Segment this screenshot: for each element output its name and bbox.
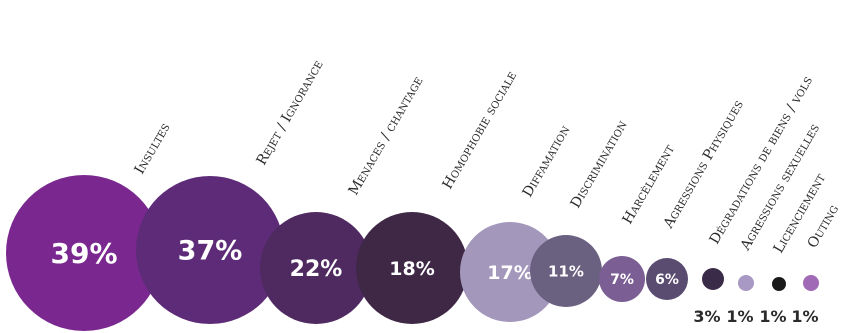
bubble-11 xyxy=(772,277,786,291)
category-label-6: Discrimination xyxy=(568,118,631,211)
value-label-8: 6% xyxy=(655,272,679,288)
category-label-4: Homophobie sociale xyxy=(440,69,521,192)
bubble-12 xyxy=(803,275,819,291)
category-label-3: Menaces / chantage xyxy=(346,74,427,198)
value-label-1: 39% xyxy=(50,237,117,270)
value-label-12: 1% xyxy=(791,307,818,326)
bubble-6 xyxy=(530,235,602,307)
value-label-2: 37% xyxy=(178,236,243,267)
category-label-1: Insultes xyxy=(132,120,174,177)
category-label-5: Diffamation xyxy=(520,123,574,200)
value-label-6: 11% xyxy=(548,262,584,280)
bubble-1 xyxy=(6,175,162,331)
value-label-10: 1% xyxy=(726,307,753,326)
value-label-3: 22% xyxy=(290,257,343,282)
value-label-7: 7% xyxy=(610,272,634,288)
bubble-3 xyxy=(260,212,372,324)
value-label-11: 1% xyxy=(759,307,786,326)
category-label-2: Rejet / Ignorance xyxy=(254,57,327,168)
value-label-5: 17% xyxy=(487,262,532,284)
bubble-8 xyxy=(646,258,688,300)
bubble-5 xyxy=(460,222,560,322)
value-label-4: 18% xyxy=(389,258,434,280)
bubble-4 xyxy=(356,212,468,324)
bubble-2 xyxy=(136,176,284,324)
value-label-9: 3% xyxy=(693,307,720,326)
bubble-10 xyxy=(738,275,754,291)
bubble-9 xyxy=(702,268,724,290)
bubble-7 xyxy=(599,256,645,302)
